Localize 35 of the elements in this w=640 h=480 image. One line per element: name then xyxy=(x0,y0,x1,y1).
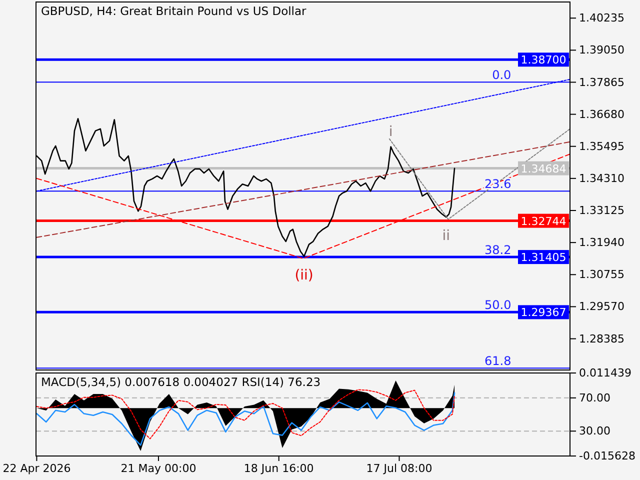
ref-line-label: 1.32744 xyxy=(520,214,566,228)
y-tick-label: 1.30755 xyxy=(579,268,624,282)
annotation: (ii) xyxy=(294,267,314,284)
ref-line-label: 1.29367 xyxy=(520,306,566,320)
annotation: 0.0 xyxy=(492,68,512,82)
y-tick-label: 1.31940 xyxy=(579,236,624,250)
y-tick-label: 1.35495 xyxy=(579,140,624,153)
ref-line-label: 1.34684 xyxy=(520,162,566,176)
y2-tick-label: 70.00 xyxy=(579,391,610,404)
y-tick-label: 1.28385 xyxy=(579,332,624,346)
chart-title: GBPUSD, H4: Great Britain Pound vs US Dollar xyxy=(41,4,307,18)
y-tick-label: 0.011439 xyxy=(579,366,632,380)
annotation: ii xyxy=(442,228,450,244)
annotation: 61.8 xyxy=(484,354,512,368)
annotation: 50.0 xyxy=(484,298,512,312)
ref-line-label: 1.38700 xyxy=(520,54,566,67)
y-tick-label: 1.39050 xyxy=(579,44,624,57)
y-tick-label: 1.34310 xyxy=(579,172,624,185)
y2-tick-label: 30.00 xyxy=(579,424,610,438)
line-series xyxy=(36,392,456,446)
y-tick-label: 1.29570 xyxy=(579,300,624,314)
y-tick-label: 1.40235 xyxy=(579,12,624,25)
annotation: i xyxy=(388,124,393,140)
y-tick-label: 1.36680 xyxy=(579,108,624,121)
y-tick-label: 1.33125 xyxy=(579,204,624,218)
x-tick-label: 18 Jun 16:00 xyxy=(244,462,314,475)
y-tick-label: -0.015628 xyxy=(579,450,636,463)
annotation: 38.2 xyxy=(484,243,512,258)
line-series xyxy=(36,389,456,440)
x-tick-label: 22 Apr 2026 xyxy=(2,462,71,475)
y-tick-label: 1.37865 xyxy=(579,76,624,89)
x-tick-label: 21 May 00:00 xyxy=(120,462,196,475)
x-tick-label: 17 Jul 08:00 xyxy=(366,462,432,475)
chart-title: MACD(5,34,5) 0.007618 0.004027 RSI(14) 76.23 xyxy=(41,375,321,389)
ref-line-label: 1.31405 xyxy=(520,250,566,264)
